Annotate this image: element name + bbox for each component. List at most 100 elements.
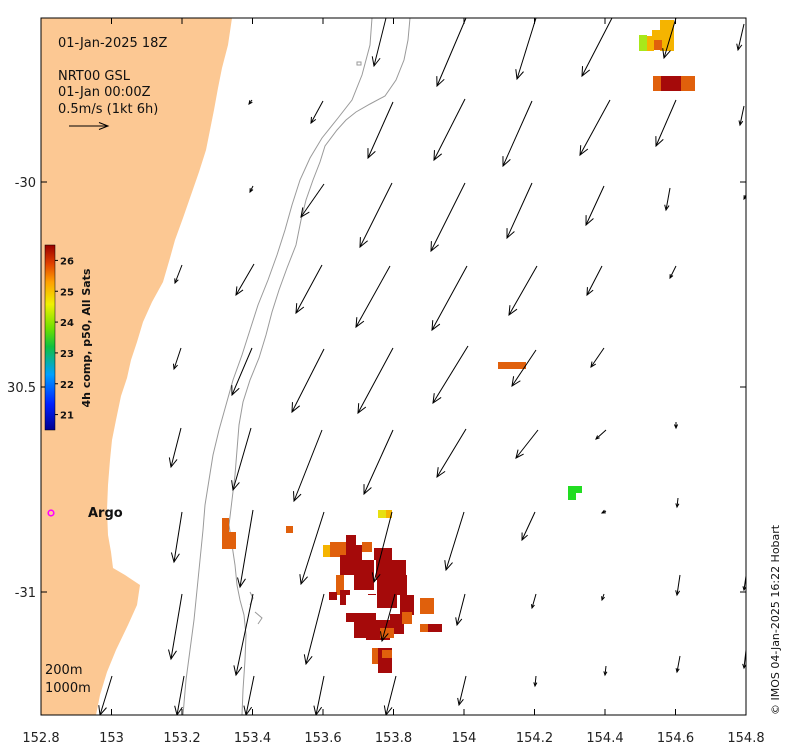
colorbar-tick-label: 21 — [60, 411, 74, 422]
sst-cell — [346, 535, 356, 545]
x-tick-label: 153.8 — [375, 731, 412, 746]
sst-cell — [382, 650, 392, 658]
sst-cell — [660, 34, 674, 51]
contour-label-200m: 200m — [45, 663, 82, 678]
current-vector — [664, 187, 671, 212]
current-vector — [231, 347, 253, 397]
sst-cell — [329, 592, 337, 600]
sst-cell — [330, 542, 346, 557]
colorbar-tick-label: 26 — [60, 256, 74, 267]
y-tick-label: -31 — [15, 586, 36, 601]
current-vector — [293, 429, 323, 503]
current-vector — [168, 427, 182, 469]
current-vector — [168, 593, 183, 661]
isobath-200m — [228, 18, 411, 715]
current-vector — [502, 100, 533, 168]
sst-cell — [374, 548, 392, 560]
current-vector — [521, 511, 536, 542]
current-vector — [249, 185, 254, 194]
x-tick-label: 153 — [99, 731, 124, 746]
sst-cell — [652, 30, 662, 40]
current-vector — [515, 429, 539, 459]
sst-cell — [354, 560, 374, 590]
timestamp-label: 01-Jan-2025 18Z — [58, 36, 167, 51]
current-vector — [98, 675, 113, 715]
sst-cell — [377, 578, 397, 608]
current-vector — [673, 422, 679, 430]
current-vector — [248, 99, 253, 105]
sst-observations — [222, 20, 695, 673]
current-vector — [601, 593, 605, 602]
sst-cell — [498, 362, 526, 369]
current-vector — [738, 105, 745, 127]
map-plot-area[interactable] — [41, 18, 747, 715]
current-vector — [511, 349, 537, 388]
current-vector — [533, 675, 538, 688]
x-tick-label: 154.2 — [516, 731, 553, 746]
sst-cell — [386, 510, 392, 518]
sst-cell — [639, 35, 647, 51]
current-vector — [174, 675, 185, 715]
imos-credit: © IMOS 04-Jan-2025 16:22 Hobart — [769, 524, 782, 715]
sst-cell — [340, 590, 350, 605]
current-vector — [508, 265, 538, 317]
sst-cell — [378, 510, 386, 518]
y-axis: -30 30.5 -31 — [7, 176, 746, 601]
x-tick-label: 154.4 — [586, 731, 623, 746]
scale-arrow — [69, 122, 110, 130]
current-vector — [172, 347, 182, 371]
current-vector — [595, 429, 607, 440]
sst-cell — [362, 542, 372, 552]
land-mass — [41, 18, 232, 715]
current-vector — [433, 98, 466, 162]
sst-cell — [681, 76, 695, 91]
current-vector — [170, 511, 183, 564]
colorbar-title: 4h comp, p50, All Sats — [80, 268, 93, 407]
sst-cell — [660, 20, 674, 34]
sst-cell — [576, 486, 582, 493]
sst-cell — [222, 518, 229, 532]
isobath-small — [356, 61, 362, 66]
sst-cell — [646, 36, 654, 51]
current-vector — [675, 574, 681, 597]
colorbar-tick-label: 24 — [60, 318, 74, 329]
current-vector — [235, 263, 255, 297]
sst-cell — [222, 540, 236, 549]
current-vector — [530, 593, 537, 610]
x-tick-label: 153.6 — [304, 731, 341, 746]
current-vector — [590, 347, 605, 369]
sst-cell — [653, 76, 662, 91]
sst-cell — [397, 575, 407, 595]
sst-cell — [372, 648, 378, 664]
colorbar-tick-label: 22 — [60, 380, 74, 391]
x-tick-label: 154.6 — [657, 731, 694, 746]
isobath-small — [254, 611, 263, 625]
current-vector — [355, 265, 391, 329]
current-vector — [363, 429, 394, 496]
y-tick-label: 30.5 — [7, 381, 36, 396]
sst-cell — [286, 526, 293, 533]
current-vector — [600, 509, 607, 514]
sst-cell — [661, 76, 681, 91]
current-vector — [299, 511, 325, 586]
argo-float-marker[interactable] — [47, 509, 55, 517]
current-vector — [383, 675, 397, 715]
current-vector — [303, 593, 325, 666]
sst-gap — [346, 595, 376, 613]
argo-label: Argo — [88, 506, 123, 521]
sst-cell — [420, 598, 434, 614]
sst-cell — [357, 626, 365, 634]
current-vector — [436, 428, 467, 479]
x-tick-label: 153.4 — [234, 731, 271, 746]
sst-cell — [346, 612, 376, 622]
current-vector — [430, 182, 466, 253]
current-vector — [431, 265, 468, 332]
current-vector — [743, 194, 746, 201]
colorbar-gradient — [44, 244, 56, 431]
sst-cell — [428, 624, 442, 632]
x-tick-label: 154 — [452, 731, 477, 746]
sst-cell — [402, 612, 412, 624]
current-vector — [371, 18, 387, 68]
current-vector — [300, 183, 325, 218]
current-vector — [675, 497, 680, 509]
